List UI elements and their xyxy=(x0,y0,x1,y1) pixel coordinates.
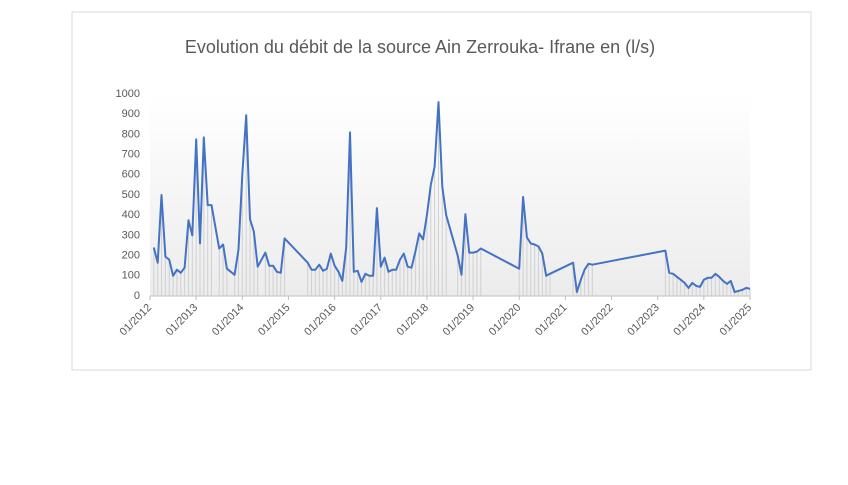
y-tick-label: 300 xyxy=(122,229,140,241)
y-tick-label: 0 xyxy=(134,290,140,302)
chart-title: Evolution du débit de la source Ain Zerr… xyxy=(185,37,655,57)
y-tick-label: 500 xyxy=(122,189,140,201)
y-tick-label: 100 xyxy=(122,270,140,282)
data-line xyxy=(152,101,751,293)
y-tick-label: 700 xyxy=(122,149,140,161)
y-tick-label: 900 xyxy=(122,108,140,120)
y-tick-label: 600 xyxy=(122,169,140,181)
y-tick-label: 1000 xyxy=(116,88,140,100)
y-tick-label: 800 xyxy=(122,128,140,140)
plot-area xyxy=(150,94,750,296)
y-tick-label: 200 xyxy=(122,250,140,262)
y-tick-label: 400 xyxy=(122,209,140,221)
